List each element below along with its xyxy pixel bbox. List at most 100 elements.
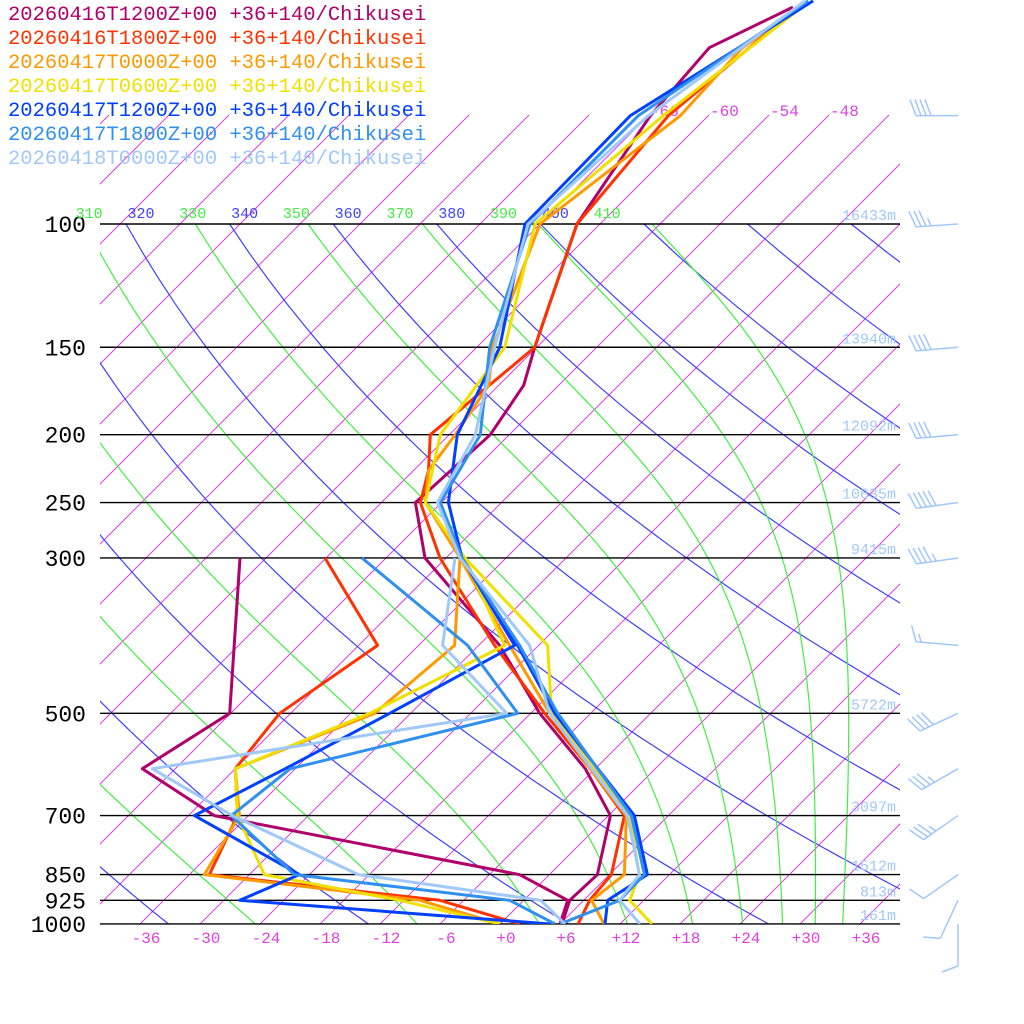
dewpoint-line-20260416T1200Z+00	[140, 557, 570, 924]
wind-barb	[941, 923, 959, 973]
barb-feather	[907, 548, 918, 565]
isotherm-line	[100, 114, 530, 545]
isotherm-line	[319, 343, 900, 924]
wind-barb	[909, 873, 959, 900]
isotherm-line	[100, 114, 470, 485]
isotherm-line	[100, 114, 650, 665]
isotherm-line	[499, 523, 900, 924]
temperature-line-20260417T0600Z+00	[423, 5, 803, 924]
dewpoint-line-20260417T1200Z+00	[192, 557, 551, 924]
barb-feather	[908, 422, 917, 439]
barb-feather	[907, 493, 918, 509]
height-label: 3097m	[851, 800, 896, 817]
barb-staff	[916, 346, 959, 352]
barb-half-feather	[927, 776, 936, 783]
pressure-tick-label: 1000	[31, 913, 86, 939]
legend-entry: 20260417T1200Z+00 +36+140/Chikusei	[8, 100, 427, 123]
pressure-tick-label: 700	[45, 805, 86, 831]
barb-staff	[919, 712, 959, 732]
barb-feather	[909, 99, 917, 116]
wind-barb	[907, 490, 959, 510]
temperature-line-20260416T1800Z+00	[418, 5, 799, 924]
barb-feather	[922, 490, 932, 507]
barb-feather	[909, 888, 925, 900]
barb-feather	[923, 421, 932, 438]
temperature-tick-label: +6	[556, 930, 575, 948]
dry-adiabat-label: 320	[127, 206, 154, 223]
isotherm-label: -54	[770, 103, 799, 121]
wind-barb	[908, 210, 959, 228]
barb-feather	[913, 210, 922, 227]
height-label: 16433m	[842, 208, 896, 225]
wind-barb	[909, 99, 958, 117]
isotherm-label: -60	[710, 103, 739, 121]
isotherm-line	[100, 114, 590, 605]
barb-feather	[909, 829, 925, 841]
dewpoint-line-20260417T1800Z+00	[229, 556, 556, 924]
wind-barb	[908, 421, 959, 440]
temperature-tick-label: -6	[436, 930, 455, 948]
pressure-tick-label: 250	[45, 492, 86, 518]
dry-adiabat-line	[643, 223, 900, 429]
isotherm-line	[199, 223, 900, 924]
isotherm-line	[920, 115, 1024, 924]
barb-feather	[917, 491, 927, 508]
legend: 20260416T1200Z+00 +36+140/Chikusei 202604…	[8, 4, 426, 172]
dry-adiabat-line	[125, 223, 900, 890]
barb-staff	[916, 641, 959, 647]
barb-feather	[917, 823, 933, 835]
barb-feather	[910, 625, 917, 642]
barb-feather	[914, 99, 922, 116]
moist-adiabat-line	[100, 783, 256, 924]
temperature-tick-label: -36	[132, 930, 161, 948]
moist-adiabat-line	[651, 223, 850, 924]
barb-staff	[916, 557, 959, 565]
moist-adiabat-line	[100, 251, 629, 924]
pressure-tick-label: 925	[45, 889, 86, 915]
temperature-line-20260418T0000Z+00	[435, 0, 806, 924]
barb-feather	[912, 547, 923, 564]
isotherm-line	[139, 163, 900, 924]
wind-barb	[908, 333, 959, 352]
height-label: 9415m	[851, 542, 896, 559]
wind-barb	[907, 768, 959, 791]
barb-half-feather	[928, 825, 937, 832]
barb-staff	[923, 873, 959, 900]
wind-barb	[907, 712, 959, 732]
moist-adiabat-label: 390	[490, 206, 517, 223]
isotherm-line	[799, 823, 900, 924]
barb-feather	[908, 335, 917, 352]
dry-adiabat-label: 360	[335, 206, 362, 223]
isotherm-line	[100, 114, 410, 425]
wind-barb	[923, 899, 959, 940]
barb-feather	[927, 490, 937, 506]
temperature-tick-label: +0	[496, 930, 515, 948]
barb-feather	[912, 492, 923, 509]
barb-feather	[913, 826, 929, 838]
barb-feather	[908, 211, 917, 228]
moist-adiabat-label: 310	[76, 206, 103, 223]
temperature-tick-label: -24	[252, 930, 281, 948]
temperature-tick-label: -30	[192, 930, 221, 948]
dry-adiabat-line	[539, 223, 900, 516]
pressure-tick-label: 850	[45, 864, 86, 890]
barb-feather	[916, 773, 931, 786]
temperature-tick-label: +18	[672, 930, 701, 948]
barb-feather	[912, 775, 927, 788]
barb-feather	[922, 546, 932, 563]
barb-staff	[916, 501, 959, 510]
height-label: 5722m	[851, 697, 896, 714]
pressure-tick-label: 100	[45, 213, 86, 239]
barb-feather	[918, 334, 927, 351]
barb-feather	[920, 712, 935, 726]
legend-entry: 20260416T1800Z+00 +36+140/Chikusei	[8, 28, 427, 51]
barb-staff	[916, 223, 959, 228]
legend-entry: 20260417T1800Z+00 +36+140/Chikusei	[8, 124, 427, 147]
temperature-line-20260417T0000Z+00	[423, 5, 803, 924]
dry-adiabat-label: 340	[231, 206, 258, 223]
moist-adiabat-label: 410	[594, 206, 621, 223]
barb-staff	[921, 768, 959, 791]
isotherm-line	[100, 114, 770, 785]
legend-entry: 20260417T0000Z+00 +36+140/Chikusei	[8, 52, 427, 75]
